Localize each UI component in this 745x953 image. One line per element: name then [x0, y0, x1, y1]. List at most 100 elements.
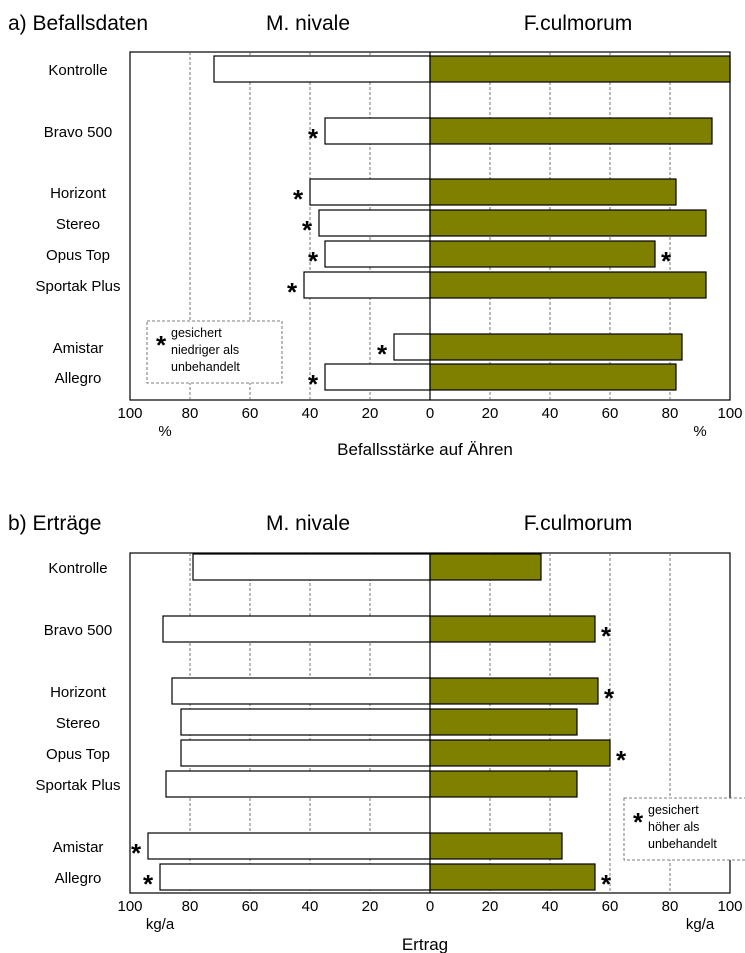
- category-label: Opus Top: [46, 746, 110, 763]
- bar-m-nivale: [303, 271, 431, 299]
- series-header-left: M. nivale: [266, 512, 350, 535]
- category-label: Kontrolle: [48, 62, 107, 79]
- category-label: Stereo: [56, 715, 100, 732]
- legend-note-box: [146, 320, 283, 384]
- significance-marker: *: [601, 869, 612, 899]
- bar-m-nivale: [159, 863, 431, 891]
- bar-m-nivale: [393, 333, 431, 361]
- bar-f-culmorum: [429, 553, 542, 581]
- bar-m-nivale: [324, 363, 431, 391]
- bar-m-nivale: [192, 553, 431, 581]
- bar-f-culmorum: [429, 863, 596, 891]
- legend-note-line: unbehandelt: [171, 360, 240, 374]
- bar-f-culmorum: [429, 240, 656, 268]
- unit-right: kg/a: [686, 916, 715, 933]
- tick-label-right: 80: [662, 405, 679, 422]
- category-label: Allegro: [55, 870, 102, 887]
- legend-note-line: unbehandelt: [648, 837, 717, 851]
- chart-title: a) Befallsdaten: [8, 12, 148, 35]
- tick-label-left: 40: [302, 898, 319, 915]
- category-label: Stereo: [56, 216, 100, 233]
- bar-m-nivale: [309, 178, 431, 206]
- unit-left: %: [158, 423, 171, 440]
- series-header-right: F.culmorum: [524, 512, 633, 535]
- category-label: Amistar: [53, 839, 104, 856]
- significance-marker: *: [302, 215, 313, 245]
- bar-m-nivale: [213, 55, 431, 83]
- series-header-left: M. nivale: [266, 12, 350, 35]
- bar-m-nivale: [162, 615, 431, 643]
- tick-label-right: 60: [602, 405, 619, 422]
- axis-label: Ertrag: [402, 935, 448, 953]
- significance-marker: *: [308, 246, 319, 276]
- tick-label-right: 20: [482, 405, 499, 422]
- tick-label-right: 100: [717, 405, 742, 422]
- category-label: Kontrolle: [48, 560, 107, 577]
- significance-marker: *: [661, 246, 672, 276]
- category-label: Allegro: [55, 370, 102, 387]
- tick-label-left: 80: [182, 405, 199, 422]
- legend-note-line: gesichert: [648, 803, 699, 817]
- significance-marker: *: [377, 339, 388, 369]
- legend-note-symbol: *: [633, 807, 644, 837]
- tick-label-left: 100: [117, 405, 142, 422]
- category-label: Horizont: [50, 185, 107, 202]
- significance-marker: *: [143, 869, 154, 899]
- category-label: Bravo 500: [44, 622, 112, 639]
- bar-f-culmorum: [429, 178, 677, 206]
- bar-f-culmorum: [429, 271, 707, 299]
- chart-title: b) Erträge: [8, 512, 101, 535]
- significance-marker: *: [131, 838, 142, 868]
- category-label: Amistar: [53, 340, 104, 357]
- bar-m-nivale: [147, 832, 431, 860]
- significance-marker: *: [604, 683, 615, 713]
- chart-ertraege: b) Erträge M. nivale F.culmorum 0 20 20 40 40 60…: [8, 512, 745, 953]
- bar-f-culmorum: [429, 615, 596, 643]
- tick-label-left: 60: [242, 898, 259, 915]
- category-label: Bravo 500: [44, 124, 112, 141]
- bar-m-nivale: [324, 240, 431, 268]
- bar-f-culmorum: [429, 739, 611, 767]
- unit-left: kg/a: [146, 916, 175, 933]
- chart-befallsdaten: a) Befallsdaten M. nivale F.culmorum 0 20 20 4…: [8, 12, 743, 459]
- legend-note-line: höher als: [648, 820, 699, 834]
- axis-label: Befallsstärke auf Ähren: [337, 440, 513, 459]
- significance-marker: *: [601, 621, 612, 651]
- tick-label: 0: [426, 898, 434, 915]
- bar-m-nivale: [318, 209, 431, 237]
- bar-f-culmorum: [429, 55, 731, 83]
- bar-f-culmorum: [429, 708, 578, 736]
- tick-label-right: 40: [542, 405, 559, 422]
- tick-label-right: 60: [602, 898, 619, 915]
- category-label: Sportak Plus: [35, 777, 120, 794]
- bar-m-nivale: [171, 677, 431, 705]
- bar-f-culmorum: [429, 770, 578, 798]
- significance-marker: *: [293, 184, 304, 214]
- tick-label-left: 40: [302, 405, 319, 422]
- tick-label-right: 80: [662, 898, 679, 915]
- tick-label-right: 20: [482, 898, 499, 915]
- bar-m-nivale: [324, 117, 431, 145]
- tick-label-left: 100: [117, 898, 142, 915]
- bar-f-culmorum: [429, 209, 707, 237]
- bar-m-nivale: [165, 770, 431, 798]
- bar-m-nivale: [180, 708, 431, 736]
- legend-note-box: [623, 797, 745, 861]
- bar-f-culmorum: [429, 333, 683, 361]
- legend-note-line: gesichert: [171, 326, 222, 340]
- unit-right: %: [693, 423, 706, 440]
- bar-f-culmorum: [429, 832, 563, 860]
- tick-label-left: 80: [182, 898, 199, 915]
- tick-label-right: 100: [717, 898, 742, 915]
- category-label: Horizont: [50, 684, 107, 701]
- bar-m-nivale: [180, 739, 431, 767]
- tick-label-right: 40: [542, 898, 559, 915]
- significance-marker: *: [308, 369, 319, 399]
- significance-marker: *: [287, 277, 298, 307]
- legend-note-symbol: *: [156, 330, 167, 360]
- series-header-right: F.culmorum: [524, 12, 633, 35]
- bar-f-culmorum: [429, 363, 677, 391]
- bar-f-culmorum: [429, 117, 713, 145]
- tick-label-left: 20: [362, 405, 379, 422]
